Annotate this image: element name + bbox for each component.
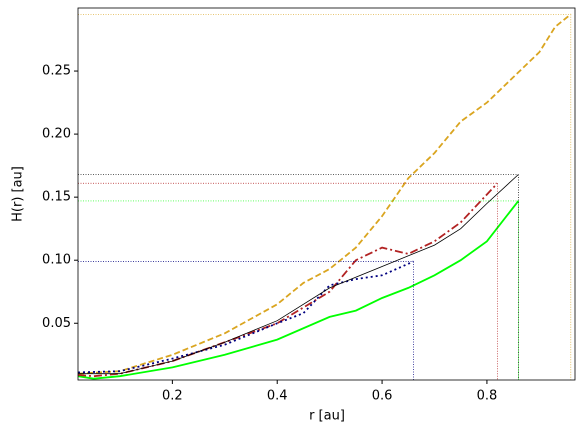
line bbox=[78, 13, 572, 375]
y-axis-label: H(r) [au] bbox=[11, 166, 26, 222]
x-tick-label: 0.2 bbox=[162, 389, 183, 404]
plot-frame bbox=[77, 7, 576, 381]
x-axis-label: r [au] bbox=[309, 409, 345, 424]
line bbox=[78, 260, 414, 374]
x-tick-label: 0.6 bbox=[372, 389, 393, 404]
y-tick-label: 0.05 bbox=[42, 316, 71, 331]
y-tick-label: 0.25 bbox=[42, 64, 71, 79]
line bbox=[78, 182, 499, 378]
y-tick-label: 0.10 bbox=[42, 253, 71, 268]
y-tick-label: 0.20 bbox=[42, 127, 71, 142]
y-tick-label: 0.15 bbox=[42, 190, 71, 205]
line bbox=[78, 200, 520, 380]
x-tick-label: 0.8 bbox=[477, 389, 498, 404]
line bbox=[78, 174, 519, 375]
x-tick-label: 0.4 bbox=[267, 389, 288, 404]
